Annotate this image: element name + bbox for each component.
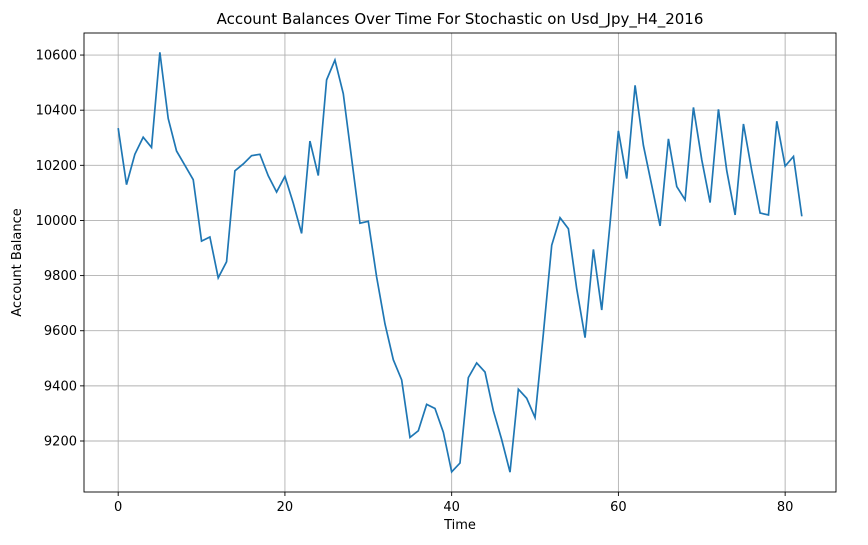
y-tick-label: 10200 bbox=[36, 159, 77, 174]
y-tick-label: 10400 bbox=[36, 104, 77, 119]
y-axis-label: Account Balance bbox=[10, 208, 25, 316]
x-tick-label: 40 bbox=[443, 500, 460, 515]
plot-frame bbox=[83, 32, 837, 493]
x-tick-label: 20 bbox=[277, 500, 294, 515]
grid-lines bbox=[84, 33, 836, 492]
x-tick-label: 0 bbox=[114, 500, 122, 515]
y-tick-label: 10000 bbox=[36, 214, 77, 229]
y-tick-label: 9200 bbox=[44, 435, 77, 450]
x-tick-label: 60 bbox=[610, 500, 627, 515]
y-tick-label: 9600 bbox=[44, 324, 77, 339]
y-tick-label: 9400 bbox=[44, 379, 77, 394]
series-line-account-balance bbox=[117, 52, 803, 474]
chart-title: Account Balances Over Time For Stochasti… bbox=[217, 10, 704, 29]
x-axis-ticks: 0 20 40 60 80 bbox=[114, 492, 793, 515]
y-tick-label: 9800 bbox=[44, 269, 77, 284]
y-tick-label: 10600 bbox=[36, 49, 77, 64]
x-axis-label: Time bbox=[443, 518, 476, 533]
y-axis-ticks: 9200 9400 9600 9800 10000 10200 10400 10600 bbox=[36, 49, 84, 450]
x-tick-label: 80 bbox=[777, 500, 794, 515]
